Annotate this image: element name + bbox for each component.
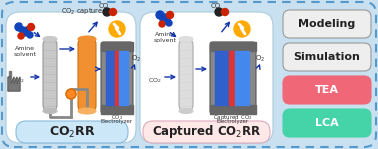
- Bar: [119, 51, 128, 105]
- Polygon shape: [9, 71, 11, 77]
- Text: TEA: TEA: [315, 85, 339, 95]
- Bar: [106, 51, 115, 105]
- Text: Electrolyzer: Electrolyzer: [101, 119, 133, 125]
- FancyBboxPatch shape: [2, 2, 376, 147]
- Circle shape: [215, 8, 223, 16]
- Text: CO$_2$RR: CO$_2$RR: [49, 124, 95, 140]
- Circle shape: [234, 21, 250, 37]
- Ellipse shape: [43, 108, 57, 114]
- Circle shape: [103, 8, 111, 16]
- Circle shape: [23, 22, 27, 26]
- FancyBboxPatch shape: [78, 39, 96, 111]
- Circle shape: [110, 8, 116, 15]
- Ellipse shape: [78, 36, 96, 42]
- FancyBboxPatch shape: [6, 12, 136, 143]
- Text: Amine
solvent: Amine solvent: [153, 32, 177, 43]
- Circle shape: [109, 21, 125, 37]
- Bar: [235, 51, 249, 105]
- Text: Modeling: Modeling: [298, 19, 356, 29]
- Circle shape: [156, 11, 164, 19]
- Text: CO: CO: [99, 3, 109, 9]
- FancyBboxPatch shape: [101, 42, 133, 114]
- Circle shape: [18, 33, 24, 39]
- Ellipse shape: [78, 108, 96, 114]
- Text: Electrolyzer: Electrolyzer: [217, 119, 249, 125]
- Bar: [210, 42, 256, 51]
- Bar: [101, 42, 133, 51]
- FancyBboxPatch shape: [16, 121, 128, 143]
- FancyBboxPatch shape: [140, 12, 273, 143]
- FancyBboxPatch shape: [283, 109, 371, 137]
- Text: CO$_2$: CO$_2$: [11, 77, 25, 85]
- Ellipse shape: [179, 37, 193, 42]
- Circle shape: [159, 21, 165, 27]
- Text: CO$_2$ capture: CO$_2$ capture: [61, 7, 103, 17]
- Text: CO$_2$: CO$_2$: [111, 114, 123, 122]
- Bar: [115, 51, 119, 105]
- Circle shape: [166, 11, 174, 18]
- FancyBboxPatch shape: [43, 39, 57, 111]
- Text: CO: CO: [211, 3, 221, 9]
- Text: O$_2$: O$_2$: [255, 54, 265, 64]
- Text: Captured CO$_2$RR: Captured CO$_2$RR: [152, 124, 262, 141]
- FancyBboxPatch shape: [179, 39, 193, 111]
- Circle shape: [222, 8, 228, 15]
- Bar: [210, 105, 256, 114]
- Ellipse shape: [179, 108, 193, 114]
- Circle shape: [160, 14, 170, 24]
- Text: Captured CO$_2$: Captured CO$_2$: [213, 114, 253, 122]
- Circle shape: [66, 89, 76, 99]
- Bar: [229, 51, 235, 105]
- Circle shape: [27, 32, 33, 38]
- FancyBboxPatch shape: [210, 42, 256, 114]
- Text: Amine
solvent: Amine solvent: [14, 46, 37, 57]
- Bar: [101, 105, 133, 114]
- Circle shape: [166, 20, 172, 26]
- FancyBboxPatch shape: [283, 76, 371, 104]
- Text: Simulation: Simulation: [294, 52, 361, 62]
- FancyBboxPatch shape: [143, 121, 270, 143]
- Circle shape: [15, 23, 23, 31]
- FancyBboxPatch shape: [283, 43, 371, 71]
- Polygon shape: [8, 77, 20, 91]
- Circle shape: [28, 24, 34, 31]
- Circle shape: [20, 26, 30, 36]
- Text: O$_2$: O$_2$: [131, 54, 141, 64]
- Ellipse shape: [43, 37, 57, 42]
- Text: LCA: LCA: [315, 118, 339, 128]
- FancyBboxPatch shape: [283, 10, 371, 38]
- Bar: [215, 51, 229, 105]
- Text: CO$_2$: CO$_2$: [148, 77, 162, 85]
